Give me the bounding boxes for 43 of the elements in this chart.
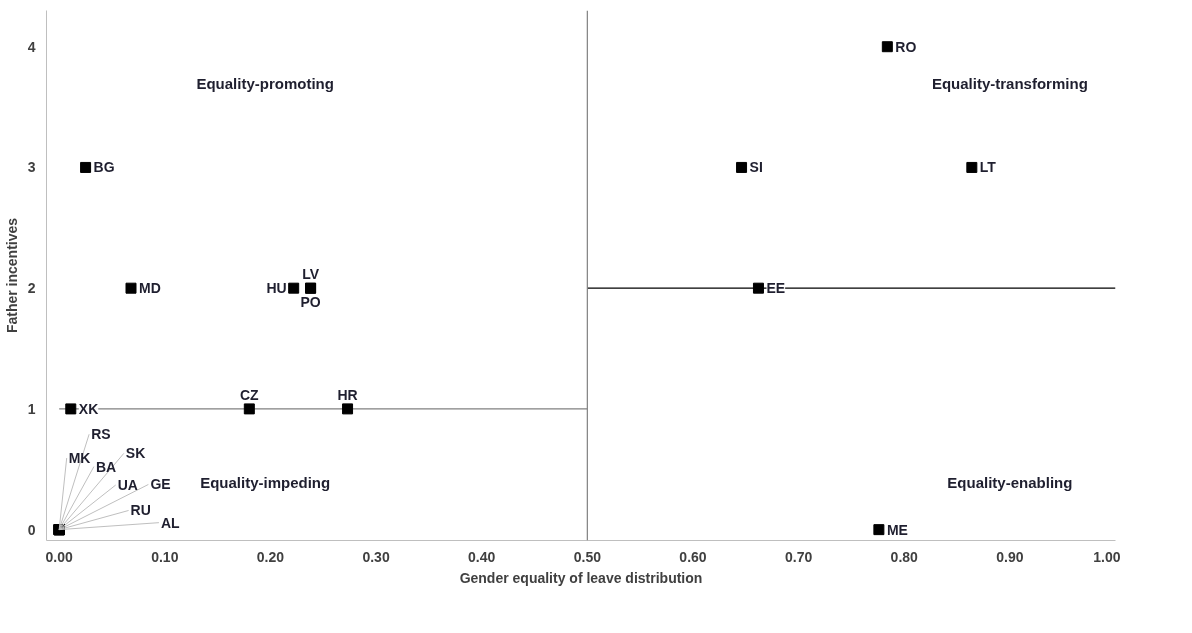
data-label: MD bbox=[139, 280, 161, 297]
data-label: PO bbox=[300, 294, 321, 311]
data-label: UA bbox=[117, 477, 138, 494]
data-label: CZ bbox=[239, 386, 260, 403]
annotation: Equality-enabling bbox=[947, 474, 1073, 492]
y-tick-label: 0 bbox=[27, 521, 36, 538]
x-axis-title: Gender equality of leave distribution bbox=[459, 569, 703, 586]
annotation: Equality-impeding bbox=[200, 474, 331, 492]
x-tick-label: 0.80 bbox=[890, 548, 919, 565]
data-label: ME bbox=[886, 521, 908, 538]
annotation: Equality-promoting bbox=[196, 74, 334, 92]
data-label: HR bbox=[337, 386, 358, 403]
data-label: RO bbox=[895, 38, 917, 55]
data-label: EE bbox=[766, 280, 786, 297]
annotation: Equality-transforming bbox=[931, 74, 1088, 92]
data-label: MK bbox=[68, 450, 91, 467]
data-label: RU bbox=[130, 502, 151, 519]
y-tick-label: 4 bbox=[27, 38, 36, 55]
y-axis-title: Father incentives bbox=[3, 217, 20, 334]
data-label: GE bbox=[150, 476, 171, 493]
x-tick-label: 0.20 bbox=[256, 548, 285, 565]
y-tick-label: 1 bbox=[27, 400, 36, 417]
x-tick-label: 0.50 bbox=[573, 548, 602, 565]
x-tick-label: 0.90 bbox=[996, 548, 1024, 565]
data-label: AL bbox=[160, 514, 181, 531]
y-tick-label: 3 bbox=[27, 159, 36, 176]
x-tick-label: 0.60 bbox=[679, 548, 707, 565]
data-label: HU bbox=[266, 280, 287, 297]
x-tick-label: 0.30 bbox=[362, 548, 390, 565]
data-label: SI bbox=[749, 159, 763, 176]
data-label: BA bbox=[95, 458, 117, 475]
x-tick-label: 1.00 bbox=[1093, 548, 1121, 565]
y-tick-label: 2 bbox=[27, 280, 36, 297]
data-label: SK bbox=[125, 445, 146, 462]
data-label: LT bbox=[979, 159, 997, 176]
data-label: RS bbox=[91, 426, 111, 443]
x-tick-label: 0.70 bbox=[784, 548, 813, 565]
data-label: XK bbox=[78, 400, 99, 417]
data-label: LV bbox=[302, 266, 320, 283]
x-tick-label: 0.00 bbox=[45, 548, 74, 565]
x-tick-label: 0.10 bbox=[151, 548, 179, 565]
x-tick-label: 0.40 bbox=[468, 548, 496, 565]
data-label: BG bbox=[93, 159, 115, 176]
